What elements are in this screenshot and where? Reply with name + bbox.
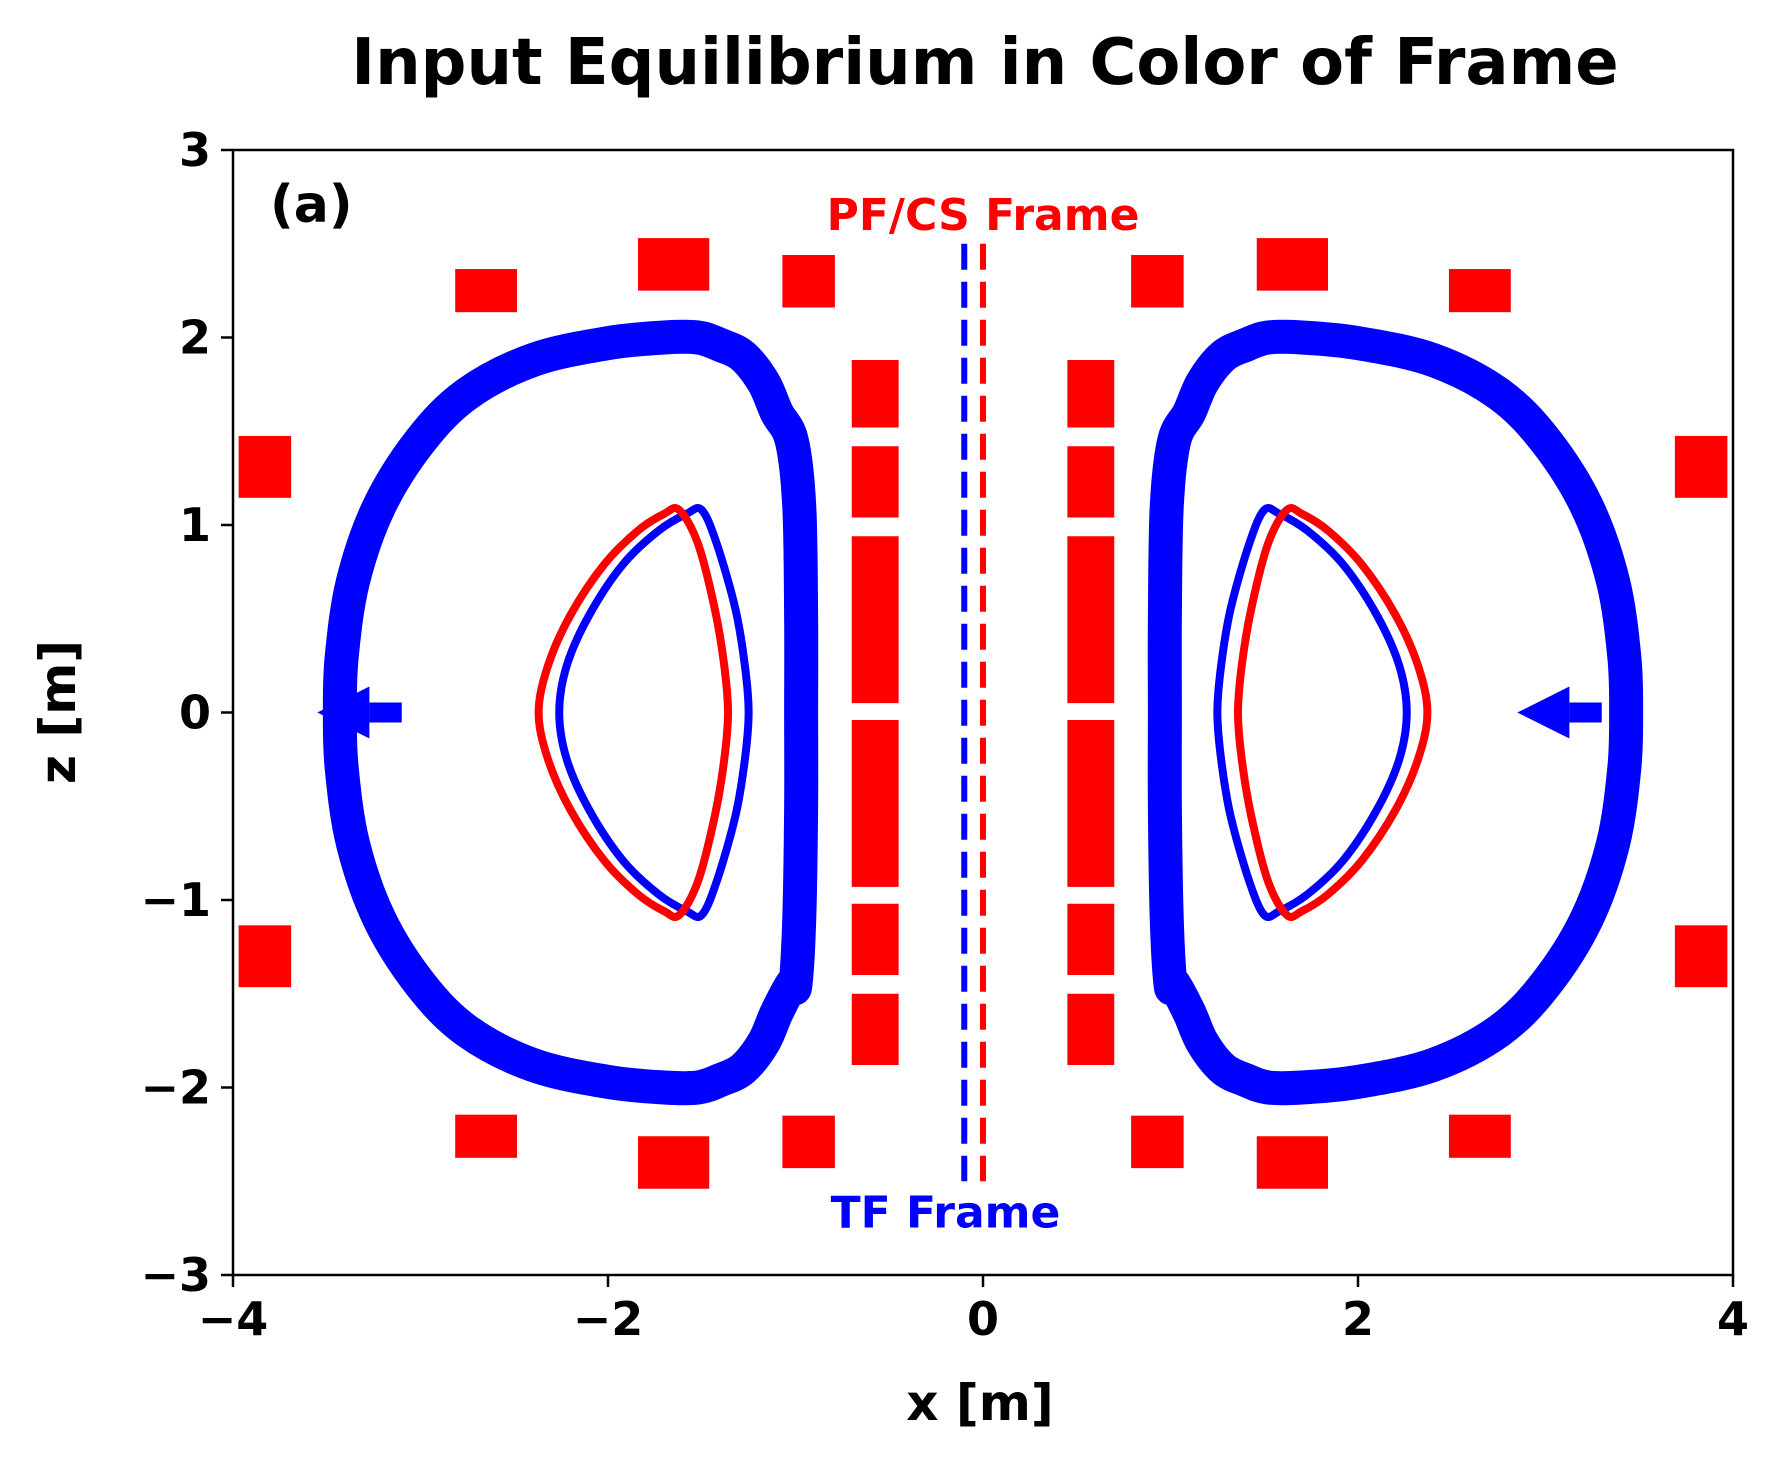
central-solenoid-coil [1067, 446, 1115, 518]
x-tick-label: 0 [967, 1292, 999, 1346]
pf-coil [1256, 1136, 1328, 1189]
central-solenoid-coil [851, 360, 899, 428]
y-tick-label: 1 [179, 498, 211, 552]
tf-frame-label: TF Frame [831, 1187, 1061, 1238]
pf-cs-frame-label: PF/CS Frame [827, 190, 1140, 241]
plasma-boundary-line [534, 503, 732, 922]
vacuum-vessel-outline [322, 319, 819, 1106]
y-tick-label: 2 [179, 311, 211, 365]
pf-coil [1131, 255, 1184, 308]
pf-coil [1674, 925, 1728, 988]
pf-coil [782, 255, 835, 308]
pf-coil [1256, 238, 1328, 291]
central-solenoid-coil [851, 720, 899, 887]
panel-label: (a) [270, 175, 353, 235]
central-solenoid-coil [851, 446, 899, 518]
central-solenoid-coil [851, 903, 899, 975]
x-axis-label: x [m] [906, 1374, 1053, 1432]
y-tick-label: 3 [179, 123, 211, 177]
central-solenoid-coil [851, 536, 899, 704]
plasma-boundary-line [1234, 503, 1432, 922]
central-solenoid-coil [1067, 993, 1115, 1065]
shift-arrow [1517, 686, 1602, 739]
pf-coil [1448, 269, 1511, 313]
pf-coil [238, 925, 292, 988]
y-tick-label: 0 [179, 686, 211, 740]
coil-layer [238, 238, 1728, 1189]
central-solenoid-coil [1067, 903, 1115, 975]
y-axis-label: z [m] [29, 640, 87, 784]
shift-arrow-shaft [369, 702, 402, 723]
pf-coil [1448, 1114, 1511, 1158]
shift-arrow-shaft [1569, 702, 1602, 723]
plasma-boundary-line [1213, 503, 1411, 922]
pf-coil [638, 238, 710, 291]
pf-coil [455, 269, 518, 313]
x-tick-label: 4 [1717, 1292, 1749, 1346]
central-solenoid-coil [1067, 536, 1115, 704]
shift-arrow-head [317, 686, 370, 739]
x-tick-label: −2 [573, 1292, 644, 1346]
annotation-layer: PF/CS Frame TF Frame [827, 190, 1140, 1239]
central-solenoid-coil [1067, 360, 1115, 428]
pf-coil [1131, 1115, 1184, 1169]
tick-layer: −4 −2 0 2 4 −3 −2 −1 0 1 2 3 [140, 123, 1749, 1346]
shift-arrow-head [1517, 686, 1570, 739]
pf-coil [1674, 435, 1728, 498]
pf-coil [238, 435, 292, 498]
pf-coil [638, 1136, 710, 1189]
chart-title: Input Equilibrium in Color of Frame [351, 26, 1618, 100]
plasma-boundary-line [555, 503, 753, 922]
y-tick-label: −2 [140, 1061, 211, 1115]
shift-arrow [317, 686, 402, 739]
x-tick-label: −4 [198, 1292, 269, 1346]
vacuum-vessel-outline [1147, 319, 1644, 1106]
y-tick-label: −1 [140, 873, 211, 927]
y-tick-label: −3 [140, 1248, 211, 1302]
x-tick-label: 2 [1342, 1292, 1374, 1346]
central-solenoid-coil [851, 993, 899, 1065]
frame-axis-layer [961, 243, 986, 1182]
central-solenoid-coil [1067, 720, 1115, 887]
pf-coil [455, 1114, 518, 1158]
plot-area: PF/CS Frame TF Frame [238, 190, 1728, 1239]
plasma-layer [534, 503, 1432, 922]
arrow-layer [317, 686, 1602, 739]
pf-coil [782, 1115, 835, 1169]
vessel-layer [322, 319, 1644, 1106]
